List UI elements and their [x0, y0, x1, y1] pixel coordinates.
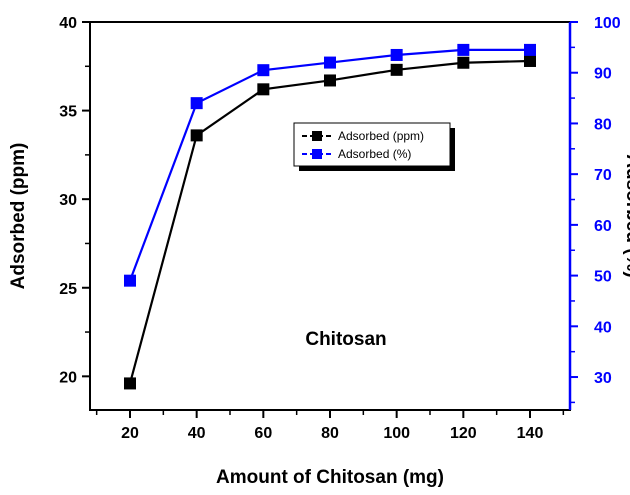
legend-marker-pct: [312, 149, 322, 159]
data-point-1: [124, 274, 136, 287]
data-point-1: [257, 64, 270, 77]
data-point-0: [324, 74, 336, 87]
y2-tick-label: 30: [594, 370, 612, 387]
data-point-0: [124, 377, 136, 390]
y2-tick-label: 70: [594, 167, 612, 184]
data-point-0: [190, 129, 203, 142]
x-tick-label: 40: [188, 425, 206, 442]
y-tick-label: 40: [59, 15, 77, 32]
y2-tick-label: 50: [594, 269, 612, 286]
legend-marker-ppm: [312, 131, 322, 141]
x-tick-label: 20: [121, 425, 139, 442]
x-tick-label: 120: [450, 425, 477, 442]
y-tick-label: 20: [59, 369, 77, 386]
y2-tick-label: 80: [594, 116, 612, 133]
y-axis-title: Adsorbed (ppm): [8, 143, 29, 290]
data-point-0: [457, 56, 470, 69]
ticks-layer: 20 40 60 80 100 120 140 20 25 30 35 40 30 40 50 60 70 80 9…: [59, 15, 621, 442]
data-point-1: [390, 48, 403, 61]
legend-label-ppm: Adsorbed (ppm): [338, 129, 424, 143]
y2-tick-label: 40: [594, 319, 612, 336]
x-tick-label: 80: [321, 425, 339, 442]
x-tick-label: 140: [517, 425, 544, 442]
y-tick-label: 35: [59, 104, 77, 121]
x-tick-label: 60: [254, 425, 272, 442]
data-point-0: [390, 63, 403, 76]
legend: Adsorbed (ppm) Adsorbed (%): [293, 122, 455, 171]
data-point-0: [257, 83, 270, 96]
data-point-1: [190, 97, 203, 110]
chart-annotation: Chitosan: [305, 329, 386, 350]
legend-label-pct: Adsorbed (%): [338, 147, 411, 161]
y2-tick-label: 100: [594, 15, 621, 32]
y2-tick-label: 90: [594, 66, 612, 83]
y-tick-label: 30: [59, 192, 77, 209]
data-point-1: [457, 43, 470, 56]
data-point-1: [324, 56, 336, 69]
x-tick-label: 100: [383, 425, 410, 442]
y2-axis-title: Adsorbed (%): [622, 154, 630, 278]
y2-tick-label: 60: [594, 218, 612, 235]
data-point-1: [524, 43, 536, 56]
data-point-0: [524, 54, 536, 67]
series-layer: [124, 43, 536, 390]
x-axis-title: Amount of Chitosan (mg): [216, 467, 444, 488]
y-tick-label: 25: [59, 281, 77, 298]
